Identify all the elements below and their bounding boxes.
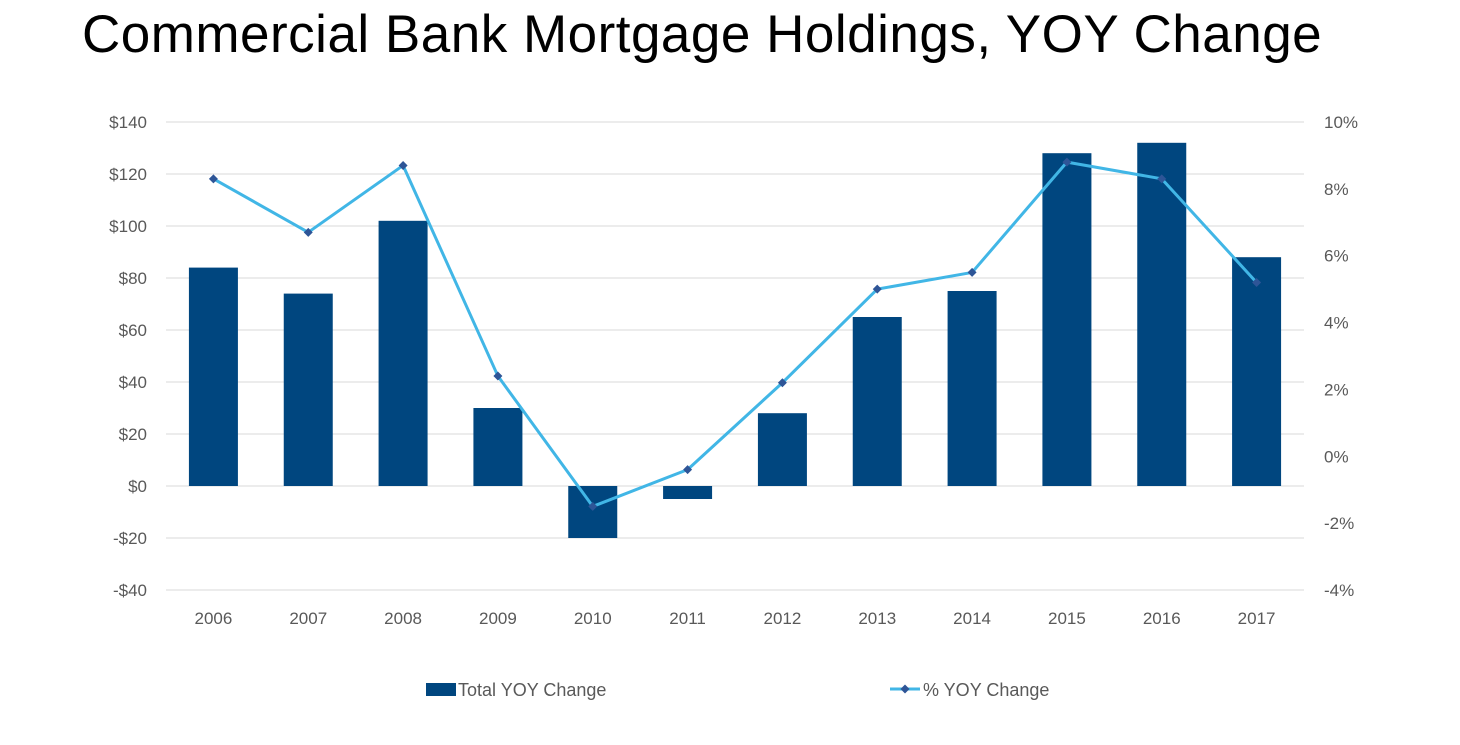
x-tick-label: 2016 bbox=[1143, 609, 1181, 628]
right-y-axis: 10% 8% 6% 4% 2% 0% -2% -4% bbox=[1324, 113, 1358, 600]
right-y-tick-label: 6% bbox=[1324, 247, 1349, 266]
line-point bbox=[1157, 174, 1167, 184]
x-axis: 2006 2007 2008 2009 2010 2011 2012 2013 2014 2015… bbox=[195, 609, 1276, 628]
line-point bbox=[588, 501, 598, 511]
bar bbox=[283, 293, 333, 486]
left-y-tick-label: $140 bbox=[109, 113, 147, 132]
left-y-tick-label: $120 bbox=[109, 165, 147, 184]
bar bbox=[947, 291, 997, 486]
legend-swatch-marker bbox=[900, 684, 910, 694]
bar bbox=[188, 267, 238, 486]
bar-series bbox=[188, 142, 1282, 538]
line-point bbox=[398, 160, 408, 170]
bar bbox=[757, 413, 807, 486]
bar bbox=[1042, 153, 1092, 486]
line-point bbox=[493, 371, 503, 381]
x-tick-label: 2006 bbox=[195, 609, 233, 628]
legend-label: % YOY Change bbox=[923, 680, 1049, 700]
gridlines bbox=[166, 121, 1304, 591]
bar bbox=[1137, 142, 1187, 487]
x-tick-label: 2013 bbox=[858, 609, 896, 628]
x-tick-label: 2011 bbox=[669, 609, 706, 628]
legend: Total YOY Change % YOY Change bbox=[426, 680, 1049, 700]
bar bbox=[568, 486, 618, 538]
right-y-tick-label: -2% bbox=[1324, 514, 1354, 533]
left-y-tick-label: -$40 bbox=[113, 581, 147, 600]
series-line bbox=[212, 160, 1258, 508]
bar bbox=[473, 408, 523, 486]
x-tick-label: 2015 bbox=[1048, 609, 1086, 628]
x-tick-label: 2007 bbox=[289, 609, 327, 628]
legend-swatch-bar bbox=[426, 683, 456, 696]
chart-title: Commercial Bank Mortgage Holdings, YOY C… bbox=[82, 5, 1323, 64]
x-tick-label: 2014 bbox=[953, 609, 991, 628]
bar bbox=[378, 220, 428, 487]
right-y-tick-label: 4% bbox=[1324, 314, 1349, 333]
right-y-tick-label: 10% bbox=[1324, 113, 1358, 132]
x-tick-label: 2012 bbox=[764, 609, 802, 628]
x-tick-label: 2010 bbox=[574, 609, 612, 628]
left-y-tick-label: $20 bbox=[119, 425, 147, 444]
line-point bbox=[967, 267, 977, 277]
left-y-tick-label: $80 bbox=[119, 269, 147, 288]
left-y-tick-label: $100 bbox=[109, 217, 147, 236]
line-point bbox=[1062, 157, 1072, 167]
line-point bbox=[208, 174, 218, 184]
left-y-axis: $140 $120 $100 $80 $60 $40 $20 $0 -$20 -$40 bbox=[109, 113, 147, 600]
bar bbox=[663, 486, 713, 499]
line-point bbox=[1252, 277, 1262, 287]
right-y-tick-label: 8% bbox=[1324, 180, 1349, 199]
right-y-tick-label: -4% bbox=[1324, 581, 1354, 600]
line-point bbox=[777, 378, 787, 388]
bar bbox=[1232, 257, 1282, 486]
line-point bbox=[683, 465, 693, 475]
line-point bbox=[872, 284, 882, 294]
line-point bbox=[303, 227, 313, 237]
x-tick-label: 2017 bbox=[1238, 609, 1276, 628]
left-y-tick-label: $40 bbox=[119, 373, 147, 392]
legend-label: Total YOY Change bbox=[458, 680, 606, 700]
line-series bbox=[208, 157, 1262, 511]
left-y-tick-label: $60 bbox=[119, 321, 147, 340]
x-tick-label: 2009 bbox=[479, 609, 517, 628]
left-y-tick-label: -$20 bbox=[113, 529, 147, 548]
right-y-tick-label: 0% bbox=[1324, 447, 1349, 466]
x-tick-label: 2008 bbox=[384, 609, 422, 628]
bar bbox=[852, 317, 902, 486]
right-y-tick-label: 2% bbox=[1324, 380, 1349, 399]
left-y-tick-label: $0 bbox=[128, 477, 147, 496]
